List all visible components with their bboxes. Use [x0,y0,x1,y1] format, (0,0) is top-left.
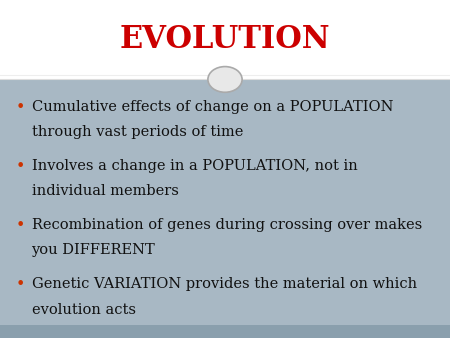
Text: EVOLUTION: EVOLUTION [120,24,330,55]
Text: Recombination of genes during crossing over makes: Recombination of genes during crossing o… [32,218,422,232]
Text: •: • [16,277,25,292]
Text: through vast periods of time: through vast periods of time [32,125,243,139]
Text: •: • [16,100,25,115]
Text: you DIFFERENT: you DIFFERENT [32,243,155,257]
Text: Involves a change in a POPULATION, not in: Involves a change in a POPULATION, not i… [32,159,357,173]
FancyBboxPatch shape [0,79,450,338]
Text: individual members: individual members [32,184,178,198]
Circle shape [208,67,242,92]
Text: Cumulative effects of change on a POPULATION: Cumulative effects of change on a POPULA… [32,100,393,114]
Text: •: • [16,218,25,233]
Text: Genetic VARIATION provides the material on which: Genetic VARIATION provides the material … [32,277,417,291]
FancyBboxPatch shape [0,325,450,338]
Text: evolution acts: evolution acts [32,303,135,316]
Text: •: • [16,159,25,174]
